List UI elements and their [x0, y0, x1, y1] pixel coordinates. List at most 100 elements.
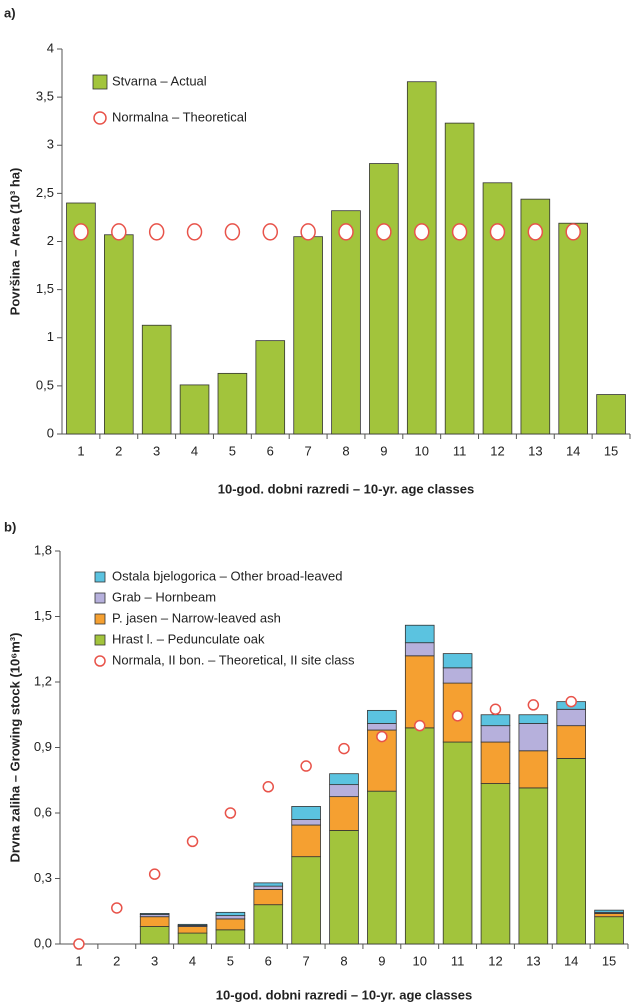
marker: [148, 223, 165, 241]
bar-segment: [215, 918, 246, 931]
y-tick-label: 1,8: [34, 542, 52, 557]
legend-marker: [93, 111, 107, 125]
bar-segment: [253, 904, 284, 945]
y-tick-label: 1: [47, 329, 54, 344]
bar-segment: [253, 889, 284, 906]
y-tick-label: 3: [47, 137, 54, 152]
x-tick-label: 11: [453, 443, 467, 458]
marker: [224, 807, 237, 819]
y-tick-label: 0,6: [34, 804, 52, 819]
bar: [104, 234, 134, 435]
x-tick-label: 8: [342, 443, 349, 458]
x-tick-label: 2: [115, 443, 122, 458]
marker: [413, 223, 430, 241]
marker: [262, 781, 275, 793]
marker: [186, 835, 199, 848]
bar-segment: [291, 819, 321, 826]
legend-label: Hrast l. – Pedunculate oak: [112, 631, 265, 646]
x-tick-label: 6: [265, 953, 272, 968]
bar: [255, 340, 286, 435]
marker: [527, 223, 544, 241]
bar-segment: [215, 929, 246, 945]
bar-segment: [442, 667, 473, 684]
x-tick-label: 1: [75, 953, 82, 968]
y-tick-label: 1,5: [36, 281, 54, 296]
marker: [489, 703, 502, 716]
x-tick-label: 3: [151, 953, 158, 968]
bar-segment: [518, 714, 549, 724]
marker: [73, 938, 85, 950]
bar: [331, 210, 361, 435]
bar-segment: [556, 725, 586, 759]
bar-segment: [329, 796, 359, 831]
marker: [111, 902, 123, 914]
legend-label: P. jasen – Narrow-leaved ash: [112, 610, 281, 625]
legend-swatch: [94, 634, 106, 646]
marker: [300, 223, 316, 241]
x-tick-label: 15: [602, 953, 616, 968]
marker: [565, 695, 577, 708]
y-tick-label: 0,5: [36, 377, 54, 392]
marker: [338, 742, 350, 755]
bar-segment: [367, 709, 397, 724]
bar-segment: [253, 885, 284, 890]
legend-label: Ostala bjelogorica – Other broad-leaved: [112, 568, 343, 583]
x-tick-label: 2: [113, 953, 120, 968]
bar-segment: [480, 714, 511, 727]
x-tick-label: 9: [380, 443, 387, 458]
bar-segment: [442, 653, 473, 669]
marker: [376, 730, 388, 743]
bar-segment: [480, 741, 511, 784]
bar-segment: [594, 916, 624, 945]
panel-label: b): [4, 519, 16, 534]
y-axis-label: Drvna zaliha – Growing stock (10⁶m³): [7, 633, 22, 863]
bar: [596, 394, 626, 435]
bar: [558, 222, 588, 435]
legend-swatch: [92, 74, 108, 90]
bar-segment: [442, 741, 473, 945]
bar-segment: [404, 642, 435, 657]
legend-label: Stvarna – Actual: [112, 73, 207, 88]
bar-segment: [367, 790, 397, 945]
bar-segment: [291, 856, 321, 945]
marker: [338, 223, 354, 241]
x-tick-label: 6: [267, 443, 274, 458]
bar-segment: [480, 725, 511, 743]
y-tick-label: 0,0: [34, 935, 52, 950]
y-tick-label: 4: [47, 40, 54, 55]
bar-segment: [215, 911, 246, 917]
legend-swatch: [94, 592, 106, 604]
bar-segment: [329, 830, 359, 945]
marker: [224, 223, 241, 241]
marker: [300, 760, 312, 772]
bar-segment: [291, 824, 321, 858]
x-tick-label: 10: [412, 953, 426, 968]
x-axis-label: 10-god. dobni razredi – 10-yr. age class…: [218, 481, 475, 496]
marker: [111, 223, 127, 241]
x-tick-label: 14: [566, 443, 580, 458]
x-tick-label: 4: [191, 443, 198, 458]
y-tick-label: 3,5: [36, 89, 54, 104]
bar-segment: [404, 727, 435, 945]
bar-segment: [480, 783, 511, 945]
y-tick-label: 0,3: [34, 870, 52, 885]
bar-segment: [215, 915, 246, 920]
bar-segment: [594, 909, 624, 913]
x-tick-label: 7: [303, 953, 310, 968]
x-tick-label: 11: [451, 953, 465, 968]
marker: [413, 719, 426, 732]
legend-label: Normala, II bon. – Theoretical, II site …: [112, 652, 355, 667]
y-axis-label: Površina – Area (10³ ha): [7, 168, 22, 316]
bar-segment: [177, 923, 208, 926]
bar-segment: [518, 750, 549, 789]
x-tick-label: 7: [305, 443, 312, 458]
legend-swatch: [94, 613, 106, 625]
x-tick-label: 14: [564, 953, 578, 968]
bar-segment: [518, 787, 549, 945]
marker: [451, 223, 468, 241]
y-tick-label: 0: [47, 425, 54, 440]
marker: [451, 710, 464, 722]
marker: [262, 223, 279, 241]
x-tick-label: 10: [414, 443, 428, 458]
